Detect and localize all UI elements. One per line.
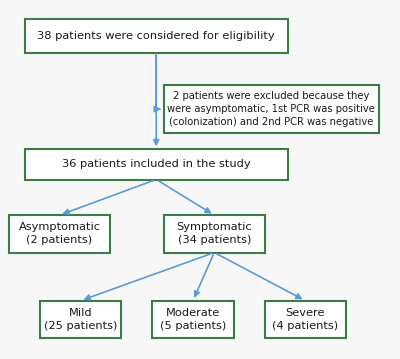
Text: Asymptomatic
(2 patients): Asymptomatic (2 patients): [18, 222, 100, 246]
FancyBboxPatch shape: [25, 149, 288, 180]
Text: 2 patients were excluded because they
were asymptomatic, 1st PCR was positive
(c: 2 patients were excluded because they we…: [168, 91, 375, 127]
FancyBboxPatch shape: [164, 215, 264, 252]
Text: 38 patients were considered for eligibility: 38 patients were considered for eligibil…: [38, 31, 275, 41]
Text: Mild
(25 patients): Mild (25 patients): [44, 308, 118, 331]
FancyBboxPatch shape: [152, 300, 234, 338]
FancyBboxPatch shape: [25, 19, 288, 53]
FancyBboxPatch shape: [164, 85, 379, 133]
FancyBboxPatch shape: [40, 300, 121, 338]
Text: 36 patients included in the study: 36 patients included in the study: [62, 159, 250, 169]
Text: Severe
(4 patients): Severe (4 patients): [272, 308, 338, 331]
FancyBboxPatch shape: [9, 215, 110, 252]
Text: Moderate
(5 patients): Moderate (5 patients): [160, 308, 226, 331]
FancyBboxPatch shape: [264, 300, 346, 338]
Text: Symptomatic
(34 patients): Symptomatic (34 patients): [176, 222, 252, 246]
